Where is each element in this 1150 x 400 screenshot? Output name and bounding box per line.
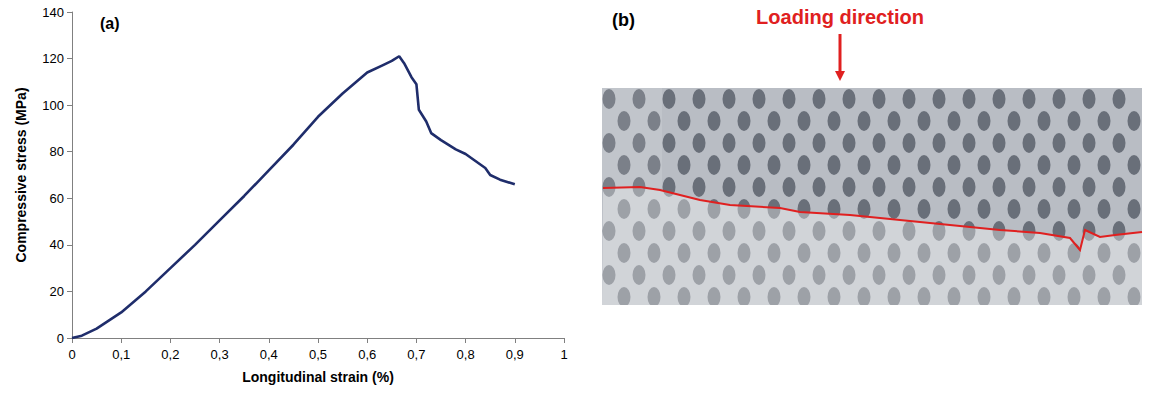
svg-text:0,1: 0,1	[112, 347, 130, 362]
svg-text:60: 60	[50, 191, 64, 206]
svg-text:0,4: 0,4	[260, 347, 278, 362]
svg-text:80: 80	[50, 144, 64, 159]
svg-text:(b): (b)	[612, 10, 635, 30]
svg-text:0,9: 0,9	[506, 347, 524, 362]
svg-text:Compressive stress (MPa): Compressive stress (MPa)	[13, 87, 29, 262]
svg-text:Loading direction: Loading direction	[756, 6, 924, 28]
svg-text:120: 120	[42, 51, 64, 66]
svg-text:1: 1	[560, 347, 567, 362]
svg-text:0,6: 0,6	[358, 347, 376, 362]
svg-text:0,7: 0,7	[407, 347, 425, 362]
svg-text:0,2: 0,2	[161, 347, 179, 362]
svg-text:Longitudinal strain (%): Longitudinal strain (%)	[242, 369, 394, 385]
svg-text:0: 0	[68, 347, 75, 362]
svg-text:140: 140	[42, 5, 64, 20]
svg-text:(a): (a)	[100, 15, 120, 32]
svg-text:0,8: 0,8	[457, 347, 475, 362]
svg-text:0,3: 0,3	[211, 347, 229, 362]
svg-text:20: 20	[50, 284, 64, 299]
svg-text:0,5: 0,5	[309, 347, 327, 362]
svg-text:0: 0	[57, 331, 64, 346]
svg-text:40: 40	[50, 237, 64, 252]
svg-text:100: 100	[42, 98, 64, 113]
